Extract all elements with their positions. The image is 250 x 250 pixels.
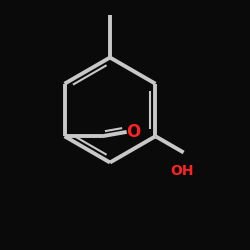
Text: O: O <box>126 123 140 141</box>
Text: OH: OH <box>170 164 194 178</box>
